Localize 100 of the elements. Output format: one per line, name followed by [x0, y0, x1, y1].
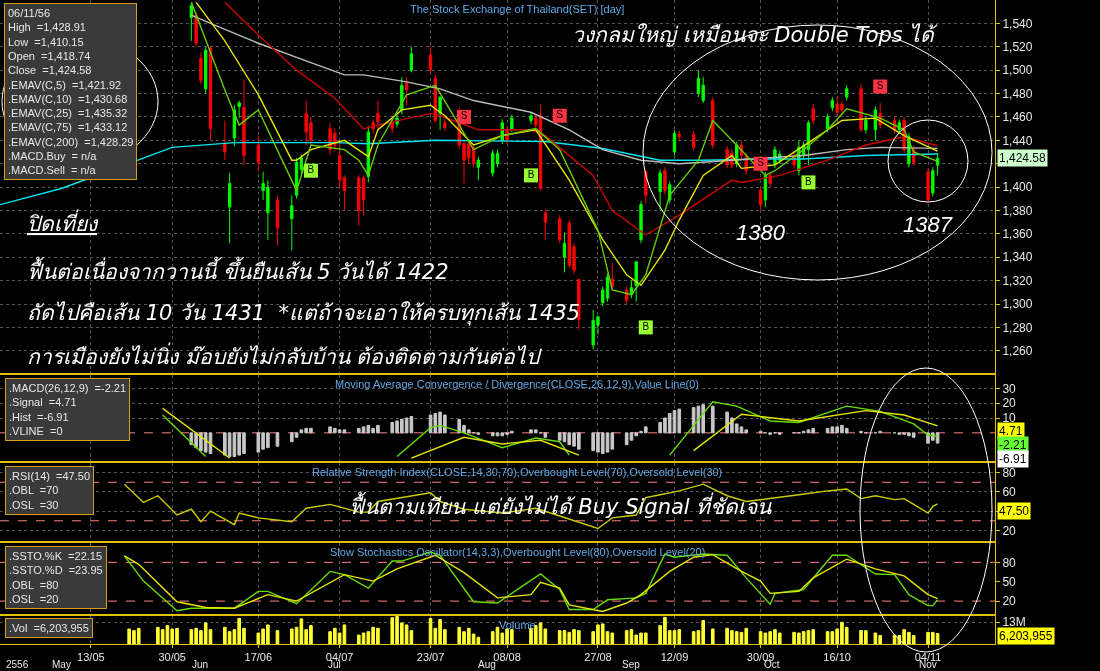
candlestick: [204, 46, 208, 95]
bar: [165, 625, 170, 644]
bar: [466, 429, 471, 434]
candlestick: [926, 167, 930, 203]
y-tick-label: 60: [1002, 485, 1017, 500]
candlestick: [558, 214, 562, 244]
bar: [433, 413, 438, 434]
data-label: S: [757, 157, 765, 169]
bar: [543, 432, 548, 438]
text: 47.50: [999, 504, 1030, 518]
candlestick: [639, 200, 643, 244]
annotation: .RSI(14) =47.50 .OBL =70 .OSL =30: [9, 470, 91, 511]
bar: [691, 407, 696, 434]
bar: [500, 432, 505, 437]
bar: [136, 627, 141, 644]
bar: [600, 623, 605, 644]
candlestick: [859, 83, 863, 133]
y-tick-label: 1,380: [1002, 203, 1033, 218]
bar: [490, 432, 495, 437]
data-label: S: [556, 109, 564, 121]
bar: [691, 631, 696, 644]
text: Nov: [919, 659, 937, 670]
annotation: .MACD(26,12,9) =-2.21 .Signal =4.71 .Hist =-6.91 .VLINE =0: [9, 382, 127, 437]
line-series: [0, 139, 939, 206]
annotation: .Vol =6,203,955: [9, 622, 89, 634]
bar: [806, 429, 811, 434]
bar: [873, 632, 878, 644]
bar: [567, 631, 572, 644]
bar: [744, 627, 749, 644]
bar: [495, 432, 500, 437]
text: 6,203,955: [999, 629, 1053, 643]
bar: [342, 429, 347, 434]
bar: [801, 631, 806, 644]
bar: [710, 405, 715, 434]
x-tick-label: 23/07: [416, 651, 445, 664]
bar: [366, 424, 371, 434]
bar: [457, 418, 462, 434]
text: 1,424.58: [999, 151, 1047, 165]
data-label: B: [527, 168, 535, 180]
text: 06/11/56 High =1,428.91 Low =1,410.15 Open =1,418.74 Close =1,424.58 .EMAV(C,5) =1,421.92 .EMAV(C,10) =1,430.68 .EMAV(C,25) =1,435.32 .EMAV(C,75) =1,433.12 .EMAV(C,200) =1,428.29 .MACD.Buy = n/a .MACD.Sell = n/a: [8, 7, 134, 177]
bar: [256, 632, 261, 644]
y-tick-label: 1,360: [1002, 227, 1033, 242]
candlestick: [758, 186, 763, 211]
y-tick-label: 50: [1002, 574, 1017, 589]
y-tick-label: 1,280: [1002, 320, 1033, 335]
bar: [490, 631, 495, 644]
candlestick: [931, 166, 935, 197]
x-tick-label: 12/09: [660, 651, 689, 664]
x-tick-label: 27/08: [584, 651, 612, 664]
candlestick: [711, 96, 715, 149]
candlestick: [290, 194, 294, 251]
bar: [337, 429, 342, 434]
candlestick: [811, 103, 815, 125]
candlestick: [658, 169, 662, 211]
bar: [825, 631, 830, 644]
bar: [557, 432, 562, 441]
bar: [844, 427, 849, 434]
bar: [629, 432, 634, 441]
chart-title: The Stock Exchange of Thailand(SET) [day]: [410, 3, 625, 15]
bar: [643, 426, 648, 434]
candlestick: [935, 152, 940, 176]
bar: [830, 426, 835, 434]
bar: [390, 617, 395, 644]
candlestick: [428, 46, 433, 75]
text: 4.71: [999, 424, 1023, 438]
y-tick-label: 20: [1002, 396, 1017, 411]
candlestick: [663, 166, 667, 195]
y-tick-label: 80: [1002, 465, 1017, 480]
y-tick-label: 1,460: [1002, 110, 1033, 125]
y-tick-label: 10: [1002, 411, 1017, 426]
text: Sep: [622, 659, 641, 670]
candlestick: [864, 116, 868, 134]
bar: [227, 432, 232, 458]
data-label: S: [876, 80, 884, 92]
bar: [734, 631, 739, 644]
bar: [232, 432, 237, 458]
y-tick-label: 1,400: [1002, 180, 1033, 195]
text: Oct: [764, 659, 780, 670]
bar: [667, 413, 672, 434]
bar: [567, 432, 572, 446]
line-series: [190, 14, 939, 165]
bar: [610, 432, 615, 450]
candlestick: [438, 96, 442, 131]
candlestick: [189, 3, 194, 42]
data-label: B: [307, 164, 315, 176]
y-tick-label: 1,320: [1002, 273, 1033, 288]
candlestick: [624, 285, 629, 305]
text: 2556: [6, 659, 29, 670]
candlestick: [443, 118, 447, 132]
candlestick: [505, 125, 509, 145]
bar: [457, 626, 462, 644]
bar: [600, 432, 605, 455]
y-tick-label: 20: [1002, 594, 1017, 609]
bar: [203, 622, 208, 644]
x-tick-label: 17/06: [244, 651, 273, 664]
bar: [830, 631, 835, 644]
text: Aug: [478, 659, 496, 670]
y-tick-label: 1,500: [1002, 63, 1033, 78]
text: May: [52, 659, 71, 670]
data-label: B: [642, 320, 650, 332]
